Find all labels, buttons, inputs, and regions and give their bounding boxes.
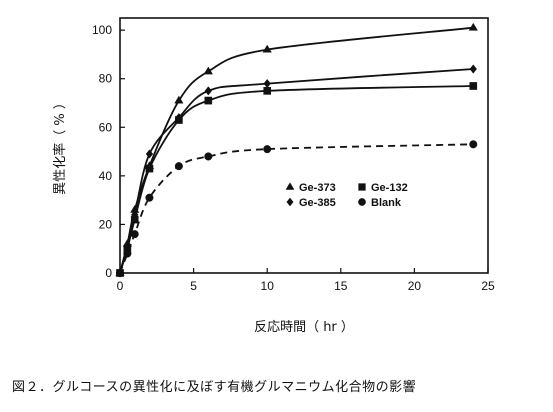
y-tick-label: 20 xyxy=(99,217,113,231)
data-point-ge-132 xyxy=(204,96,213,105)
legend-label-ge-373: Ge-373 xyxy=(299,182,336,194)
y-tick-label: 60 xyxy=(99,120,113,134)
data-point-blank xyxy=(115,268,125,278)
legend-marker-blank xyxy=(358,198,366,206)
legend-marker-ge-132 xyxy=(358,183,366,191)
data-point-ge-373 xyxy=(203,66,213,75)
legend-marker-ge-373 xyxy=(285,182,295,190)
legend-label-blank: Blank xyxy=(371,197,402,209)
data-point-ge-132 xyxy=(145,164,154,173)
legend-marker-ge-385 xyxy=(286,197,294,207)
y-tick-label: 80 xyxy=(99,72,113,86)
y-axis-title: 異性化率（ % ） xyxy=(52,96,68,195)
data-point-ge-385 xyxy=(263,78,271,89)
series-line-ge-385 xyxy=(119,68,474,274)
x-axis-title: 反応時間（ hr ） xyxy=(254,320,354,335)
data-point-blank xyxy=(145,193,154,202)
x-tick-label: 10 xyxy=(261,279,275,293)
data-point-ge-132 xyxy=(263,87,272,95)
legend-label-ge-132: Ge-132 xyxy=(371,182,408,194)
data-point-ge-385 xyxy=(469,64,477,74)
data-point-ge-132 xyxy=(469,82,478,90)
data-point-ge-385 xyxy=(131,210,139,220)
data-point-ge-373 xyxy=(174,95,184,104)
series-line-blank xyxy=(119,143,474,274)
legend-label-ge-385: Ge-385 xyxy=(299,197,336,209)
x-tick-label: 15 xyxy=(334,279,348,293)
x-tick-label: 0 xyxy=(117,279,124,293)
data-point-blank xyxy=(130,230,139,239)
x-tick-label: 20 xyxy=(408,279,422,293)
x-tick-label: 25 xyxy=(481,279,495,293)
plot-frame xyxy=(119,17,489,274)
data-point-ge-385 xyxy=(175,112,183,123)
data-point-ge-373 xyxy=(468,22,478,31)
data-point-ge-373 xyxy=(262,44,272,53)
figure-caption: 図２．グルコースの異性化に及ぼす有機グルマニウム化合物の影響 xyxy=(12,380,417,395)
isomerization-chart: 0 5 10 15 20 25 0 20 40 60 80 100 Ge-373 Ge-132 Ge-38… xyxy=(52,17,495,335)
data-point-blank xyxy=(263,145,272,154)
data-point-blank xyxy=(204,152,213,161)
x-tick-label: 5 xyxy=(190,279,197,293)
y-tick-label: 40 xyxy=(99,169,113,183)
series-line-ge-132 xyxy=(119,85,474,274)
series-line-ge-373 xyxy=(119,26,474,274)
data-point-blank xyxy=(469,140,478,149)
y-tick-label: 0 xyxy=(105,266,112,280)
data-point-blank xyxy=(174,162,183,171)
data-point-ge-385 xyxy=(204,86,213,96)
data-point-ge-385 xyxy=(145,149,154,159)
data-point-blank xyxy=(123,249,132,258)
y-tick-label: 100 xyxy=(92,23,112,37)
